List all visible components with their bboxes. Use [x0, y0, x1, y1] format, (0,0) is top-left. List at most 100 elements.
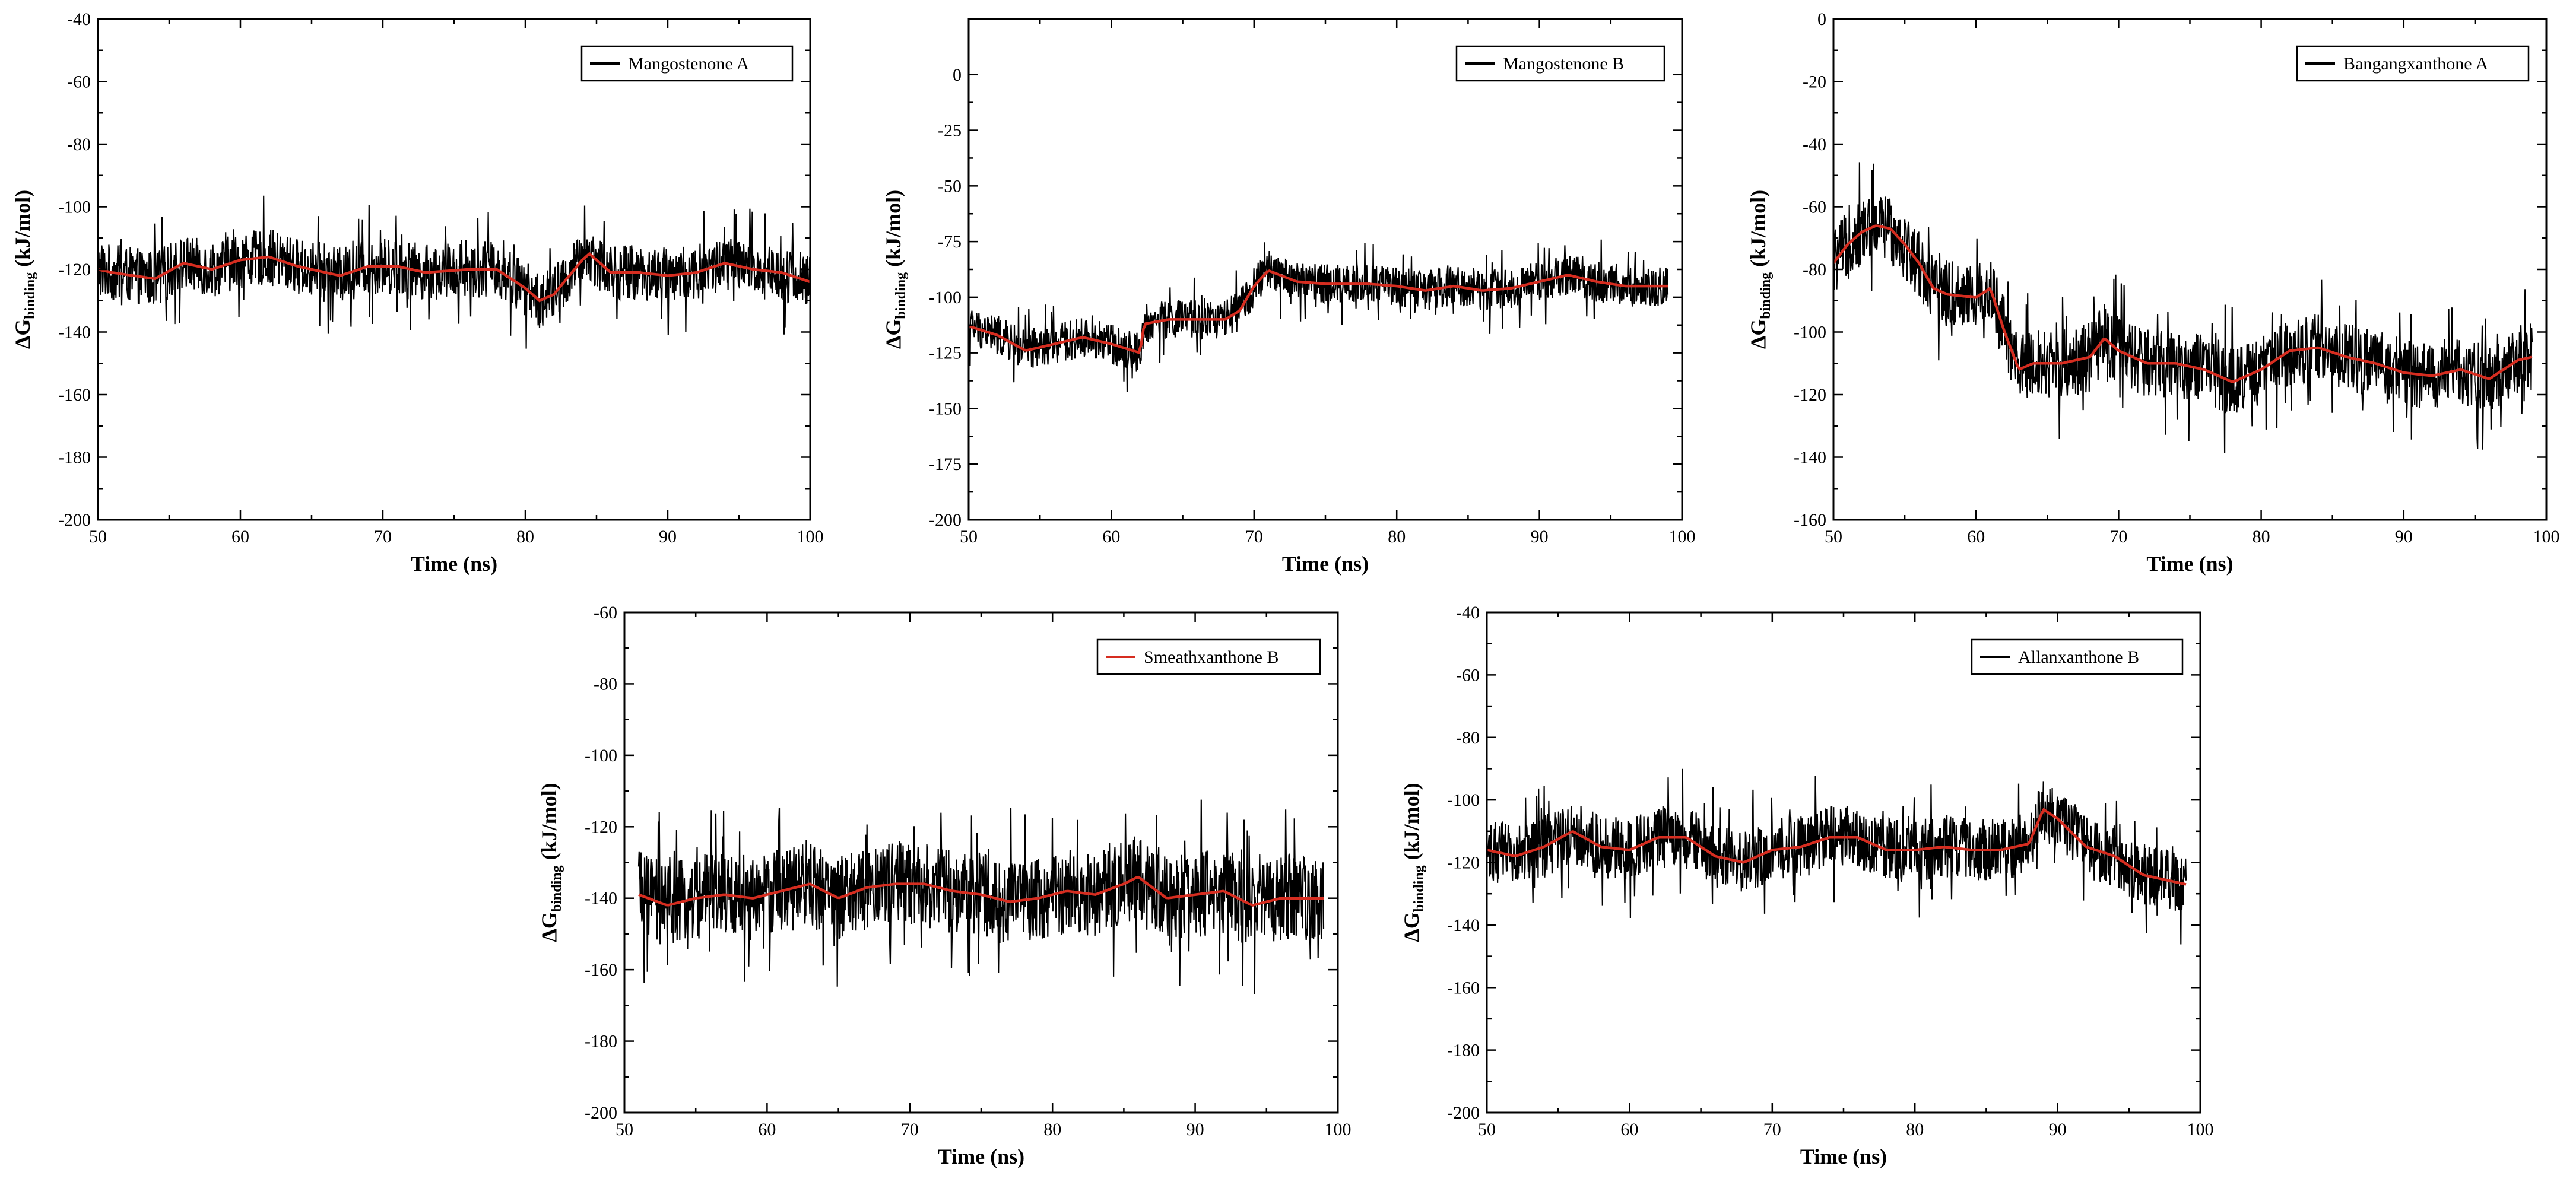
x-tick-label: 90 — [2049, 1120, 2067, 1139]
x-tick-label: 100 — [2187, 1120, 2214, 1139]
y-tick-label: -180 — [585, 1032, 617, 1051]
y-tick-label: -180 — [58, 448, 91, 468]
y-tick-label: -160 — [58, 385, 91, 405]
y-tick-label: 0 — [953, 65, 962, 85]
y-tick-label: -100 — [1794, 323, 1826, 342]
y-tick-label: -60 — [594, 603, 617, 622]
x-tick-label: 70 — [1245, 527, 1263, 546]
x-tick-label: 60 — [1967, 527, 1985, 546]
y-tick-label: -40 — [1456, 603, 1480, 622]
series-average-line — [638, 875, 1324, 907]
y-tick-label: -20 — [1803, 72, 1826, 92]
y-tick-label: 0 — [1817, 9, 1826, 29]
y-tick-label: -150 — [929, 399, 962, 418]
y-tick-label: -180 — [1447, 1041, 1480, 1060]
legend: Allanxanthone B — [1971, 638, 2184, 675]
x-tick-label: 90 — [1187, 1120, 1204, 1139]
series-raw-line — [1487, 768, 2187, 945]
series-raw-line — [1833, 162, 2533, 453]
legend-label: Allanxanthone B — [2018, 647, 2139, 667]
y-axis-title-subscript: binding — [23, 272, 38, 319]
y-axis-title: ΔGbinding (kJ/mol) — [881, 190, 909, 349]
series-average-line — [969, 269, 1668, 354]
y-tick-label: -120 — [1447, 853, 1480, 873]
x-tick-label: 50 — [1478, 1120, 1496, 1139]
y-axis-title-unit: (kJ/mol) — [1746, 190, 1770, 272]
y-axis-title-symbol: ΔG — [537, 912, 561, 942]
y-axis-title-symbol: ΔG — [881, 319, 905, 349]
x-tick-label: 100 — [1669, 527, 1696, 546]
y-tick-label: -100 — [1447, 790, 1480, 810]
x-tick-label: 80 — [1043, 1120, 1061, 1139]
y-axis-title-symbol: ΔG — [11, 319, 34, 349]
x-tick-label: 80 — [516, 527, 534, 546]
legend: Bangangxanthone A — [2296, 45, 2530, 82]
y-tick-label: -80 — [594, 674, 617, 694]
x-tick-label: 70 — [901, 1120, 919, 1139]
y-axis-title-symbol: ΔG — [1400, 912, 1423, 942]
series-raw-line — [637, 799, 1325, 994]
chart-panel-5: 50 60 70 80 90 100 -200 -180 -160 -140 -120 -100 -80… — [1400, 603, 2214, 1168]
y-axis-title-subscript: binding — [549, 865, 564, 912]
y-axis-title-symbol: ΔG — [1746, 319, 1770, 349]
y-tick-label: -80 — [67, 135, 91, 154]
y-tick-label: -100 — [585, 746, 617, 765]
x-axis-title: Time (ns) — [938, 1145, 1024, 1168]
x-tick-label: 50 — [89, 527, 107, 546]
x-tick-label: 90 — [1531, 527, 1549, 546]
x-axis-title: Time (ns) — [1800, 1145, 1887, 1168]
x-tick-label: 60 — [758, 1120, 776, 1139]
x-tick-label: 50 — [616, 1120, 633, 1139]
legend: Mangostenone B — [1455, 45, 1665, 82]
y-tick-label: -160 — [585, 960, 617, 980]
y-tick-label: -200 — [585, 1103, 617, 1123]
y-tick-label: -160 — [1794, 510, 1826, 530]
y-tick-label: -160 — [1447, 978, 1480, 997]
legend-label: Mangostenone A — [628, 54, 749, 74]
y-tick-label: -140 — [1447, 916, 1480, 935]
y-tick-label: -140 — [58, 323, 91, 342]
y-axis-title-subscript: binding — [893, 272, 909, 319]
series-average-line — [98, 252, 810, 303]
x-tick-label: 80 — [1906, 1120, 1924, 1139]
y-axis-title: ΔGbinding (kJ/mol) — [11, 190, 38, 349]
y-axis-title-unit: (kJ/mol) — [881, 190, 905, 272]
y-axis-title-unit: (kJ/mol) — [11, 190, 34, 272]
y-tick-label: -175 — [929, 455, 962, 474]
series-raw-line — [98, 195, 810, 349]
legend: Mangostenone A — [580, 45, 794, 82]
legend-label: Bangangxanthone A — [2343, 54, 2488, 74]
y-tick-label: -100 — [929, 288, 962, 307]
chart-panel-4: 50 60 70 80 90 100 -200 -180 -160 -140 -120 -100 -80… — [537, 603, 1352, 1168]
x-tick-label: 50 — [960, 527, 978, 546]
x-tick-label: 50 — [1825, 527, 1842, 546]
x-tick-label: 80 — [1388, 527, 1406, 546]
series-average-line — [1833, 224, 2533, 383]
y-axis-title-subscript: binding — [1411, 865, 1427, 912]
x-tick-label: 100 — [797, 527, 824, 546]
y-tick-label: -80 — [1456, 728, 1480, 748]
x-tick-label: 70 — [374, 527, 392, 546]
chart-panel-2: 50 60 70 80 90 100 -200 -175 -150 -125 -100 -75 -50 -… — [881, 18, 1696, 576]
y-tick-label: -200 — [1447, 1103, 1480, 1123]
y-tick-label: -120 — [585, 817, 617, 837]
x-tick-label: 60 — [1102, 527, 1120, 546]
legend-box — [2296, 45, 2530, 82]
x-tick-label: 70 — [2109, 527, 2127, 546]
x-tick-label: 100 — [2533, 527, 2560, 546]
series-average-line — [1487, 808, 2187, 886]
y-axis-title: ΔGbinding (kJ/mol) — [537, 783, 564, 942]
y-tick-label: -60 — [1803, 198, 1826, 217]
y-tick-label: -80 — [1803, 260, 1826, 279]
legend-label: Smeathxanthone B — [1144, 647, 1279, 667]
y-axis-title: ΔGbinding (kJ/mol) — [1746, 190, 1774, 349]
x-tick-label: 90 — [659, 527, 677, 546]
y-tick-label: -140 — [585, 889, 617, 908]
x-tick-label: 80 — [2253, 527, 2270, 546]
y-tick-label: -100 — [58, 198, 91, 217]
y-tick-label: -50 — [938, 176, 962, 196]
y-axis-title-unit: (kJ/mol) — [537, 783, 561, 865]
x-tick-label: 70 — [1763, 1120, 1781, 1139]
x-tick-label: 100 — [1325, 1120, 1352, 1139]
y-tick-label: -140 — [1794, 448, 1826, 468]
